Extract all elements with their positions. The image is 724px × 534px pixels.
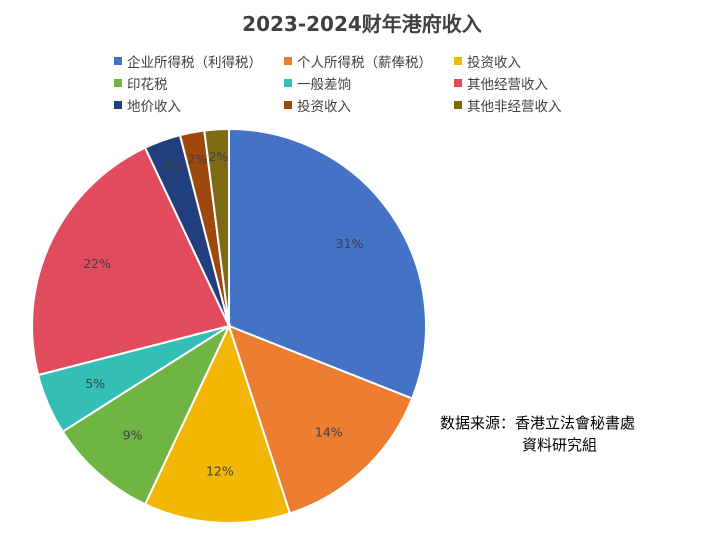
legend-label: 一般差饷 [297,77,351,93]
legend-item: 投资收入 [454,51,521,71]
legend-label: 其他经营收入 [467,77,548,93]
source-line-1: 数据来源：香港立法會秘書處 [440,414,636,432]
legend-item: 印花税 [114,73,168,93]
slice-percent-label: 14% [315,424,343,439]
legend-swatch [284,79,292,87]
pie-slice [203,127,230,327]
legend-item: 企业所得税（利得税） [114,51,262,71]
legend-item: 个人所得税（薪俸税） [284,51,432,71]
legend-label: 投资收入 [467,55,521,71]
legend-label: 地价收入 [127,99,181,115]
legend-label: 个人所得税（薪俸税） [297,55,432,71]
pie-slice [61,323,232,506]
pie-slice [31,146,231,377]
legend-swatch [284,57,292,65]
chart-title: 2023-2024财年港府收入 [242,12,482,36]
legend-item: 其他非经营收入 [454,95,562,115]
slice-percent-label: 3% [162,159,182,174]
legend-label: 投资收入 [297,99,351,115]
slice-percent-label: 2% [208,149,228,164]
legend-item: 地价收入 [114,95,181,115]
legend-swatch [114,79,122,87]
pie-slice [228,127,427,400]
source-line-2: 資料研究組 [522,436,598,454]
legend-label: 印花税 [127,77,168,93]
legend-item: 投资收入 [284,95,351,115]
legend-swatch [114,101,122,109]
legend-label: 其他非经营收入 [467,99,562,115]
legend-swatch [454,57,462,65]
legend-item: 一般差饷 [284,73,351,93]
pie-slice [143,323,292,524]
slice-percent-label: 12% [206,463,234,478]
legend-swatch [114,57,122,65]
legend-swatch [284,101,292,109]
slice-percent-label: 5% [85,376,105,391]
slice-percent-label: 9% [123,427,143,442]
legend-swatch [454,101,462,109]
legend-swatch [454,79,462,87]
slice-percent-label: 31% [336,236,364,251]
source-note: 数据来源：香港立法會秘書處 資料研究組 [440,412,690,456]
legend-label: 企业所得税（利得税） [127,55,262,71]
legend-item: 其他经营收入 [454,73,548,93]
slice-percent-label: 2% [187,152,207,167]
slice-percent-label: 22% [83,256,111,271]
